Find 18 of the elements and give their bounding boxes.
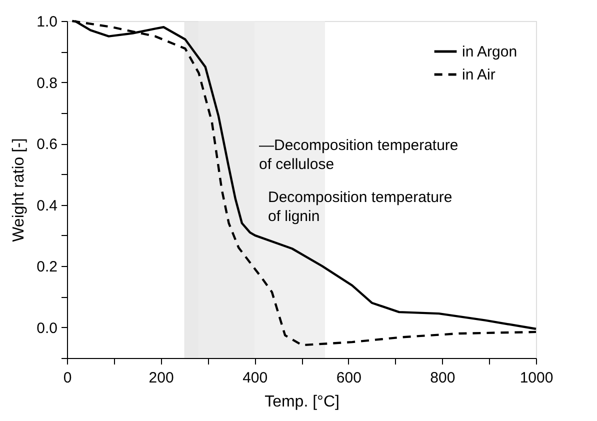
x-tick-label: 600: [336, 370, 362, 386]
x-tick-label: 800: [430, 370, 456, 386]
x-tick-label: 200: [148, 370, 174, 386]
y-tick-label: 0.6: [36, 136, 58, 154]
x-tick-label: 0: [63, 370, 72, 386]
y-axis-title: Weight ratio [-]: [10, 138, 28, 242]
y-tick-label: 0.4: [36, 197, 58, 214]
y-tick-label: 1.0: [36, 14, 58, 30]
annotation: —Decomposition temperature of cellulose: [259, 137, 458, 173]
y-tick-label: 0.8: [36, 74, 58, 92]
x-tick-label: 1000: [520, 370, 554, 386]
y-tick-label: 0.2: [36, 258, 58, 276]
legend-label: in Air: [462, 66, 496, 84]
x-tick-label: 400: [242, 370, 268, 386]
legend-label: in Argon: [462, 44, 518, 60]
annotation: Decomposition temperature of lignin: [268, 189, 452, 225]
x-axis-title: Temp. [°C]: [264, 394, 340, 410]
y-tick-label: 0.0: [36, 320, 58, 337]
